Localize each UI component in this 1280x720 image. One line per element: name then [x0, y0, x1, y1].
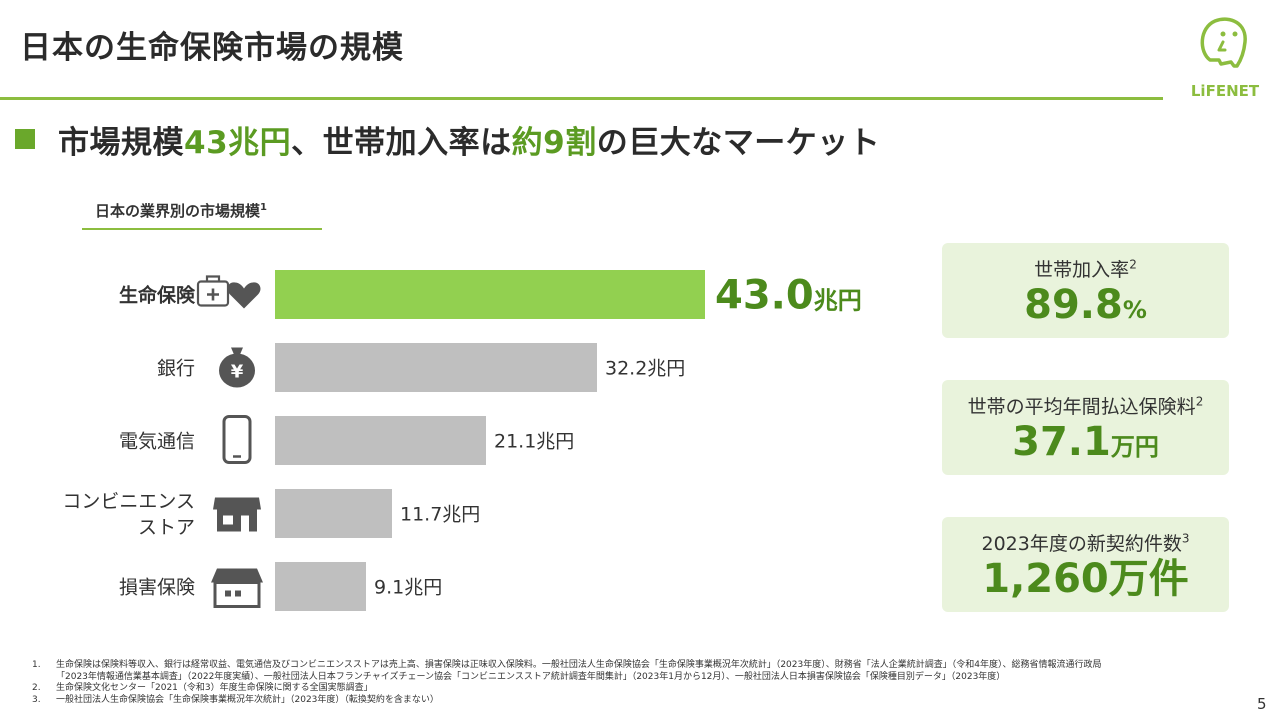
stat-value: 89.8% — [942, 282, 1229, 333]
value-label: 32.2兆円 — [605, 358, 685, 380]
value-label: 11.7兆円 — [400, 504, 480, 526]
stat-note: 3 — [1181, 531, 1190, 546]
stat-value-number: 89.8 — [1024, 282, 1123, 328]
title-divider — [0, 97, 1163, 100]
category-label-line: ストア — [138, 517, 195, 539]
lifenet-logo: LiFENET — [1185, 12, 1265, 104]
footnote: 3. 一般社団法人生命保険協会「生命保険事業概況年次統計」（2023年度）（転換… — [32, 695, 1262, 707]
logo-text: LiFENET — [1191, 82, 1260, 100]
bar — [275, 270, 705, 319]
headline-part: 市場規模 — [58, 125, 184, 161]
page-number: 5 — [1257, 695, 1267, 713]
headline-part: の巨大なマーケット — [596, 125, 881, 161]
stat-value-number: 1,260万件 — [982, 556, 1189, 602]
bar — [275, 489, 392, 538]
stat-unit: % — [1122, 296, 1147, 324]
stat-value: 1,260万件 — [942, 556, 1229, 607]
chart-title-text: 日本の業界別の市場規模 — [95, 202, 261, 220]
headline-highlight: 約9割 — [511, 125, 597, 161]
value-label: 21.1兆円 — [494, 431, 574, 453]
bar — [275, 562, 366, 611]
lifenet-logo-icon: LiFENET — [1191, 17, 1260, 100]
page-title: 日本の生命保険市場の規模 — [20, 30, 404, 66]
stat-box-new-contracts: 2023年度の新契約件数3 1,260万件 — [942, 517, 1229, 612]
money-bag-yen-icon: ¥ — [219, 347, 255, 388]
bar — [275, 416, 486, 465]
stat-box-household-rate: 世帯加入率2 89.8% — [942, 243, 1229, 338]
value-label: 9.1兆円 — [374, 577, 442, 599]
stat-note: 2 — [1129, 257, 1137, 272]
category-label: 銀行 — [157, 358, 195, 380]
bar — [275, 343, 597, 392]
value-label-unit: 兆円 — [814, 287, 862, 315]
stat-label-text: 世帯の平均年間払込保険料 — [967, 396, 1196, 418]
stat-label-text: 世帯加入率 — [1034, 259, 1130, 281]
stat-box-avg-premium: 世帯の平均年間払込保険料2 37.1万円 — [942, 380, 1229, 475]
svg-text:¥: ¥ — [231, 362, 244, 383]
category-label-line: コンビニエンス — [62, 491, 195, 513]
headline-part: 、世帯加入率は — [291, 125, 512, 161]
bullet-square — [15, 129, 35, 149]
stat-unit: 万円 — [1110, 433, 1159, 461]
convenience-store-icon — [213, 497, 261, 532]
footnotes: 1. 生命保険は保険料等収入、銀行は経常収益、電気通信及びコンビニエンスストアは… — [32, 660, 1262, 706]
stat-value-number: 37.1 — [1012, 419, 1111, 465]
stat-label-text: 2023年度の新契約件数 — [981, 533, 1182, 555]
category-label-line: 生命保険 — [119, 284, 196, 307]
value-label: 43.0兆円 — [715, 273, 862, 319]
stat-label: 2023年度の新契約件数3 — [942, 529, 1229, 556]
chart-title: 日本の業界別の市場規模1 — [95, 200, 267, 221]
chart-title-note: 1 — [260, 202, 267, 213]
category-label: 損害保険 — [119, 577, 195, 599]
footnote-text: 生命保険文化センター「2021（令和3）年度生命保険に関する全国実態調査」 — [56, 683, 373, 693]
category-label: 生命保険 — [119, 284, 196, 307]
category-label-line: 損害保険 — [119, 577, 195, 599]
smartphone-icon — [222, 415, 252, 464]
stat-label: 世帯加入率2 — [942, 255, 1229, 282]
footnote-number: 1. — [32, 660, 41, 670]
footnote: 2. 生命保険文化センター「2021（令和3）年度生命保険に関する全国実態調査」 — [32, 683, 1262, 695]
footnote-text: 一般社団法人生命保険協会「生命保険事業概況年次統計」（2023年度）（転換契約を… — [56, 694, 439, 705]
footnote-text: 生命保険は保険料等収入、銀行は経常収益、電気通信及びコンビニエンスストアは売上高… — [56, 660, 1102, 670]
chart-title-underline — [82, 228, 322, 230]
first-aid-heart-icon — [196, 275, 261, 309]
value-label-number: 43.0 — [715, 273, 814, 319]
category-label-line: 電気通信 — [119, 431, 195, 453]
house-icon — [211, 568, 263, 608]
category-label: 電気通信 — [119, 431, 195, 453]
footnote-number: 3. — [32, 694, 41, 705]
category-label-line: 銀行 — [157, 358, 195, 380]
headline-highlight: 43兆円 — [184, 125, 292, 161]
footnote: 1. 生命保険は保険料等収入、銀行は経常収益、電気通信及びコンビニエンスストアは… — [32, 660, 1262, 683]
headline: 市場規模43兆円、世帯加入率は約9割の巨大なマーケット — [58, 117, 880, 162]
stat-note: 2 — [1195, 394, 1204, 409]
stat-value: 37.1万円 — [942, 419, 1229, 470]
stat-label: 世帯の平均年間払込保険料2 — [942, 392, 1229, 419]
footnote-text: 「2023年情報通信業基本調査」（2022年度実績）、一般社団法人日本フランチャ… — [56, 671, 1006, 682]
category-label: コンビニエンスストア — [62, 491, 195, 539]
footnote-number: 2. — [32, 683, 41, 693]
